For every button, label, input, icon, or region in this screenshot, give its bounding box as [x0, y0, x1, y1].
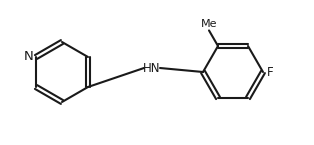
- Text: N: N: [23, 50, 33, 64]
- Text: F: F: [267, 66, 273, 78]
- Text: HN: HN: [143, 61, 161, 75]
- Text: Me: Me: [201, 19, 217, 29]
